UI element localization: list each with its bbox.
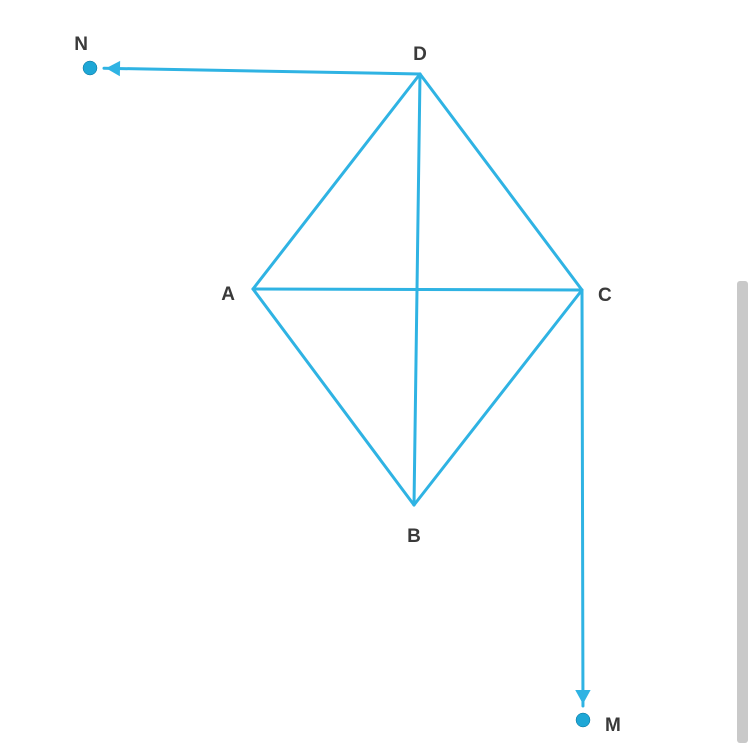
node-label-C: C [598,285,612,306]
vertical-scrollbar[interactable] [737,281,748,743]
geometry-diagram: A B C D N M [0,0,748,750]
node-dot-N [83,61,97,75]
node-dot-M [576,713,590,727]
edge-C-B [414,290,582,505]
edge-D-N [104,68,420,74]
node-label-A: A [221,284,235,305]
node-label-B: B [407,526,421,547]
node-label-N: N [74,34,88,55]
node-label-M: M [605,715,621,736]
edge-A-D [253,74,420,289]
edges [104,68,583,706]
node-dots [83,61,590,727]
edge-C-M [582,290,583,706]
edge-D-C [420,74,582,290]
edge-B-A [253,289,414,505]
node-labels: A B C D N M [74,34,621,736]
node-label-D: D [413,44,427,65]
